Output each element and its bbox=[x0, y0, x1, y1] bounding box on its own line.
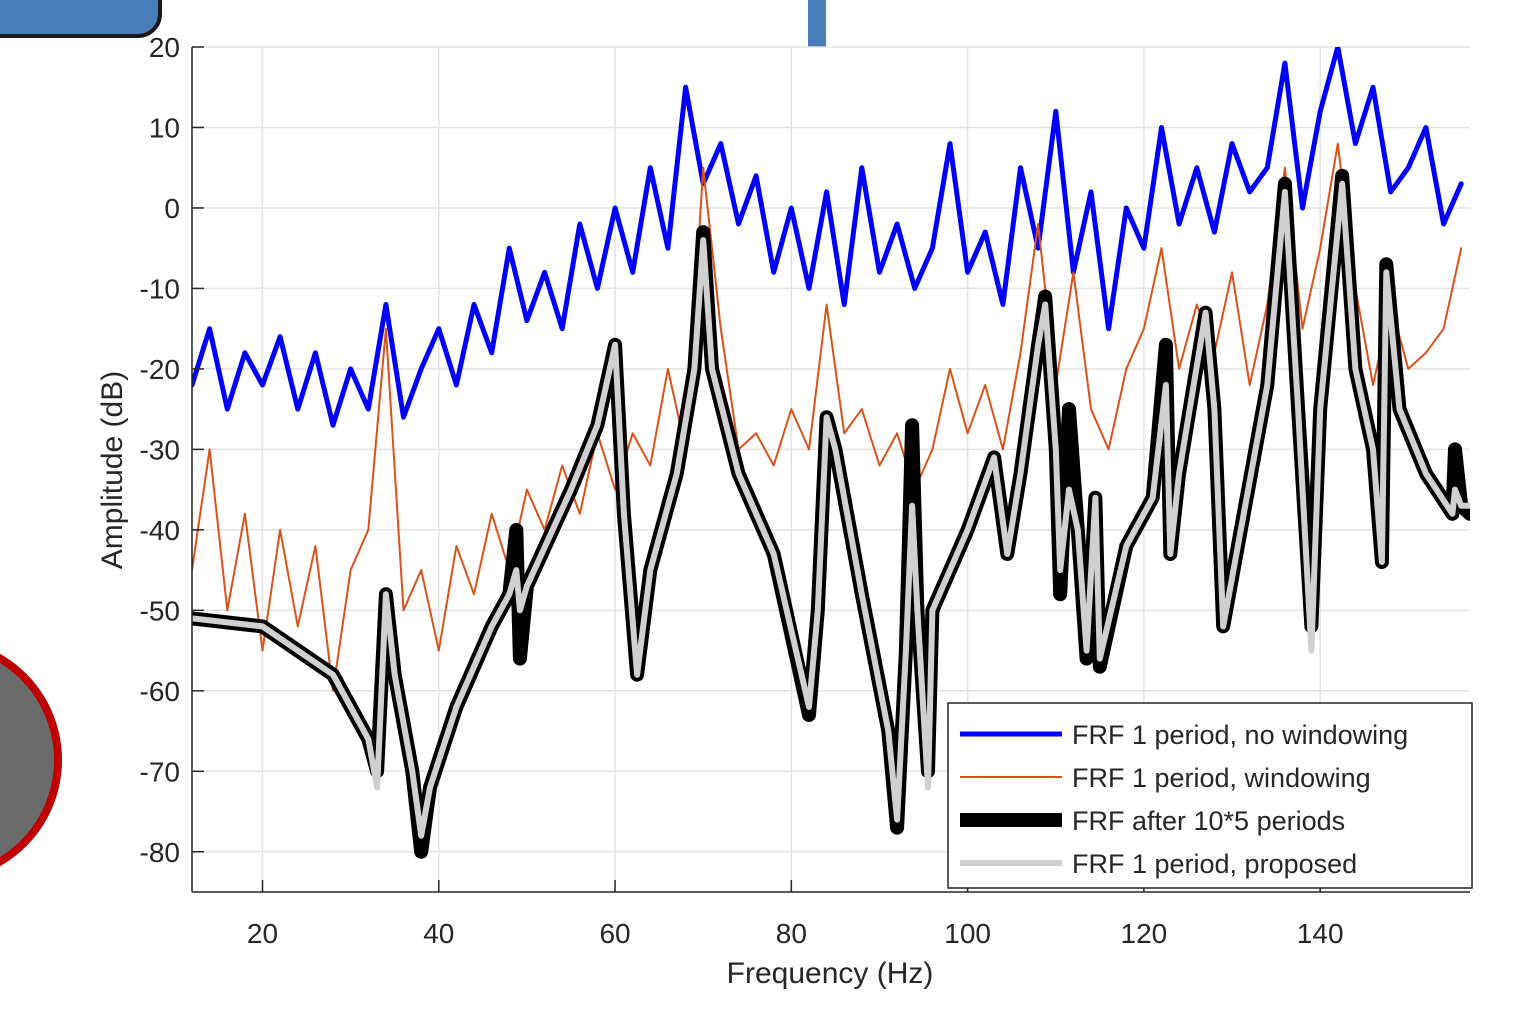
legend-label: FRF after 10*5 periods bbox=[1072, 806, 1345, 836]
y-tick-label: -70 bbox=[140, 756, 180, 787]
axes: 20 40 60 80 100 120 140-80-70-60-50-40-30-20-1… bbox=[140, 32, 1470, 949]
y-tick-label: -20 bbox=[140, 354, 180, 385]
x-tick-label: 140 bbox=[1297, 918, 1344, 949]
y-tick-label: -10 bbox=[140, 273, 180, 304]
x-tick-label: 80 bbox=[776, 918, 807, 949]
x-axis-label: Frequency (Hz) bbox=[727, 957, 934, 990]
y-tick-label: -80 bbox=[140, 837, 180, 868]
x-tick-label: 120 bbox=[1121, 918, 1168, 949]
legend-label: FRF 1 period, no windowing bbox=[1072, 720, 1408, 750]
corner-badge bbox=[0, 0, 162, 38]
y-tick-label: -30 bbox=[140, 434, 180, 465]
y-tick-label: -60 bbox=[140, 676, 180, 707]
y-tick-label: 20 bbox=[149, 32, 180, 63]
lines bbox=[192, 47, 1470, 859]
series-line bbox=[192, 47, 1464, 428]
series-line bbox=[192, 142, 1463, 692]
legend-label: FRF 1 period, windowing bbox=[1072, 763, 1371, 793]
legend-label: FRF 1 period, proposed bbox=[1072, 849, 1357, 879]
y-tick-label: 10 bbox=[149, 112, 180, 143]
y-tick-label: -50 bbox=[140, 595, 180, 626]
y-tick-label: -40 bbox=[140, 515, 180, 546]
y-tick-label: 0 bbox=[164, 193, 180, 224]
y-axis-label: Amplitude (dB) bbox=[96, 371, 129, 569]
x-tick-label: 40 bbox=[423, 918, 454, 949]
x-tick-label: 100 bbox=[944, 918, 991, 949]
x-tick-label: 60 bbox=[599, 918, 630, 949]
series-line bbox=[192, 180, 1470, 839]
legend: FRF 1 period, no windowing FRF 1 period, … bbox=[947, 702, 1473, 889]
x-tick-label: 20 bbox=[247, 918, 278, 949]
inset-photo bbox=[0, 653, 62, 867]
